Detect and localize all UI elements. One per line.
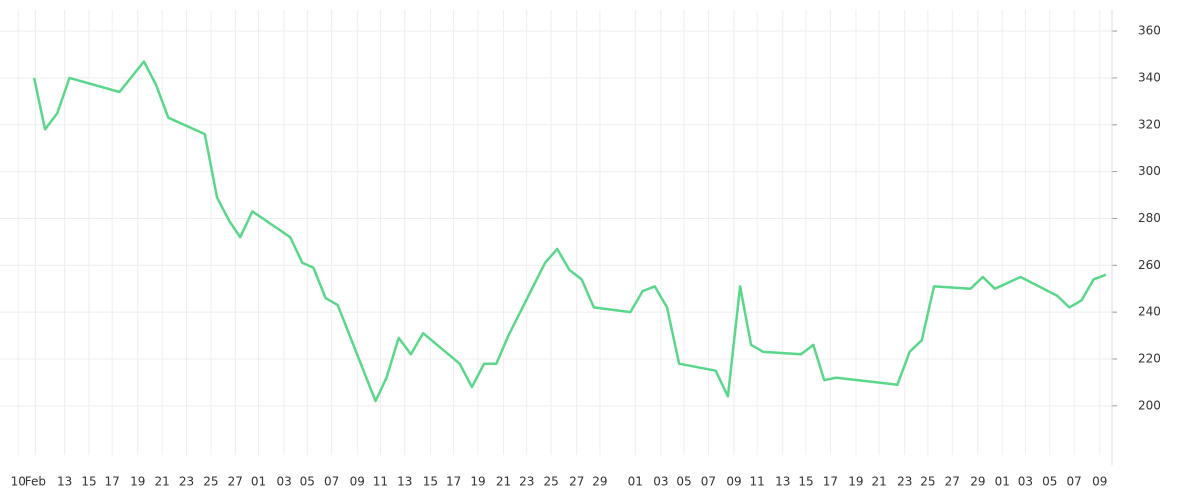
x-tick-label: Feb <box>25 475 46 489</box>
x-tick-label: 23 <box>897 475 912 489</box>
y-tick-label: 260 <box>1138 258 1161 272</box>
x-tick-label: 17 <box>823 475 838 489</box>
x-tick-label: 19 <box>848 475 863 489</box>
x-tick-label: 01 <box>628 475 643 489</box>
x-tick-label: 03 <box>276 475 291 489</box>
y-tick-label: 220 <box>1138 351 1161 365</box>
x-tick-label: 19 <box>130 475 145 489</box>
x-tick-label: 03 <box>653 475 668 489</box>
y-tick-label: 320 <box>1138 117 1161 131</box>
x-tick-label: 15 <box>423 475 438 489</box>
x-tick-label: 27 <box>945 475 960 489</box>
x-tick-label: 17 <box>446 475 461 489</box>
x-tick-label: 05 <box>676 475 691 489</box>
x-tick-label: 27 <box>569 475 584 489</box>
y-tick-label: 300 <box>1138 164 1161 178</box>
x-tick-label: 27 <box>228 475 243 489</box>
x-tick-label: 07 <box>1067 475 1082 489</box>
x-tick-label: 05 <box>300 475 315 489</box>
x-tick-label: 01 <box>251 475 266 489</box>
y-tick-label: 280 <box>1138 211 1161 225</box>
x-tick-label: 29 <box>970 475 985 489</box>
x-tick-label: 07 <box>701 475 716 489</box>
x-tick-label: 10 <box>11 475 26 489</box>
x-tick-label: 23 <box>179 475 194 489</box>
x-tick-label: 11 <box>750 475 765 489</box>
x-tick-label: 05 <box>1042 475 1057 489</box>
x-tick-label: 09 <box>726 475 741 489</box>
x-tick-label: 13 <box>57 475 72 489</box>
x-tick-label: 09 <box>350 475 365 489</box>
x-tick-label: 13 <box>775 475 790 489</box>
line-series <box>32 60 1107 403</box>
x-tick-label: 25 <box>203 475 218 489</box>
y-tick-label: 240 <box>1138 305 1161 319</box>
x-tick-label: 25 <box>543 475 558 489</box>
y-tick-label: 200 <box>1138 398 1161 412</box>
x-tick-label: 25 <box>920 475 935 489</box>
x-tick-label: 21 <box>496 475 511 489</box>
y-tick-label: 340 <box>1138 70 1161 84</box>
x-tick-label: 21 <box>155 475 170 489</box>
x-tick-label: 23 <box>519 475 534 489</box>
x-tick-label: 17 <box>105 475 120 489</box>
x-tick-label: 15 <box>81 475 96 489</box>
x-tick-label: 15 <box>798 475 813 489</box>
x-tick-label: 19 <box>470 475 485 489</box>
x-tick-label: 29 <box>592 475 607 489</box>
x-tick-label: 09 <box>1092 475 1107 489</box>
y-tick-label: 360 <box>1138 24 1161 38</box>
x-tick-label: 21 <box>871 475 886 489</box>
x-tick-label: 03 <box>1018 475 1033 489</box>
x-tick-label: 01 <box>995 475 1010 489</box>
x-tick-label: 13 <box>397 475 412 489</box>
x-tick-label: 11 <box>373 475 388 489</box>
x-tick-label: 07 <box>324 475 339 489</box>
